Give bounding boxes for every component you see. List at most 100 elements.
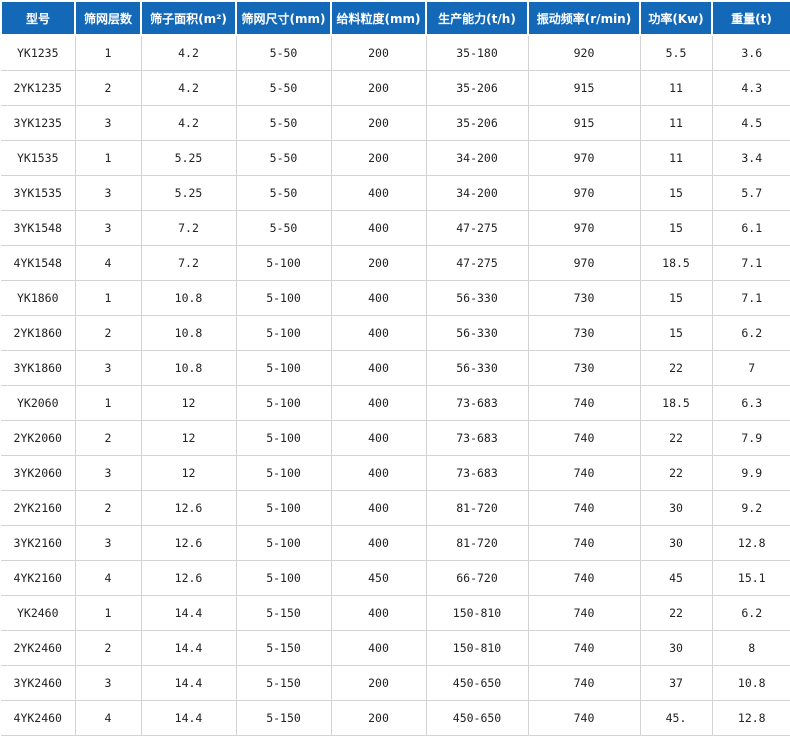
cell-col-mesh-size: 5-100	[235, 525, 332, 561]
cell-col-area: 12.6	[140, 525, 237, 561]
cell-col-weight: 6.2	[711, 595, 790, 631]
cell-col-feed-size: 200	[330, 105, 427, 141]
cell-col-area: 12.6	[140, 560, 237, 596]
cell-col-mesh-size: 5-100	[235, 315, 332, 351]
cell-col-mesh-size: 5-100	[235, 350, 332, 386]
cell-col-area: 7.2	[140, 210, 237, 246]
cell-col-area: 10.8	[140, 350, 237, 386]
cell-col-feed-size: 200	[330, 140, 427, 176]
cell-col-mesh-size: 5-100	[235, 490, 332, 526]
cell-col-weight: 6.1	[711, 210, 790, 246]
cell-col-feed-size: 400	[330, 455, 427, 491]
cell-col-model: YK1235	[1, 34, 76, 71]
cell-col-capacity: 34-200	[425, 140, 529, 176]
cell-col-model: 2YK2460	[1, 630, 76, 666]
cell-col-weight: 8	[711, 630, 790, 666]
cell-col-power: 22	[639, 420, 713, 456]
cell-col-frequency: 740	[527, 385, 641, 421]
cell-col-power: 11	[639, 140, 713, 176]
cell-col-mesh-size: 5-150	[235, 700, 332, 736]
cell-col-power: 45.	[639, 700, 713, 736]
cell-col-area: 12	[140, 420, 237, 456]
cell-col-feed-size: 200	[330, 34, 427, 71]
cell-col-frequency: 970	[527, 210, 641, 246]
cell-col-capacity: 73-683	[425, 420, 529, 456]
cell-col-capacity: 35-180	[425, 34, 529, 71]
cell-col-capacity: 450-650	[425, 665, 529, 701]
cell-col-model: 3YK1548	[1, 210, 76, 246]
cell-col-capacity: 450-650	[425, 700, 529, 736]
cell-col-mesh-size: 5-50	[235, 105, 332, 141]
cell-col-capacity: 73-683	[425, 455, 529, 491]
cell-col-power: 15	[639, 280, 713, 316]
cell-col-weight: 4.5	[711, 105, 790, 141]
cell-col-mesh-size: 5-100	[235, 560, 332, 596]
header-row: 型号 筛网层数 筛子面积(m²) 筛网尺寸(mm) 给料粒度(mm) 生产能力(t/h) 振…	[0, 0, 790, 36]
header-col-feed-size: 给料粒度(mm)	[330, 0, 427, 36]
cell-col-model: 3YK1235	[1, 105, 76, 141]
cell-col-area: 10.8	[140, 315, 237, 351]
cell-col-weight: 9.2	[711, 490, 790, 526]
cell-col-frequency: 740	[527, 455, 641, 491]
table-row: 3YK2060 3 12 5-100 400 73-683 740 22 9.9	[1, 455, 790, 491]
cell-col-layers: 2	[74, 70, 142, 106]
cell-col-area: 12.6	[140, 490, 237, 526]
cell-col-mesh-size: 5-50	[235, 34, 332, 71]
cell-col-layers: 2	[74, 315, 142, 351]
cell-col-weight: 7.1	[711, 245, 790, 281]
cell-col-weight: 10.8	[711, 665, 790, 701]
cell-col-frequency: 740	[527, 700, 641, 736]
cell-col-frequency: 730	[527, 350, 641, 386]
cell-col-capacity: 35-206	[425, 105, 529, 141]
cell-col-model: 4YK2160	[1, 560, 76, 596]
cell-col-area: 5.25	[140, 175, 237, 211]
cell-col-mesh-size: 5-100	[235, 245, 332, 281]
cell-col-area: 12	[140, 385, 237, 421]
cell-col-power: 22	[639, 595, 713, 631]
cell-col-weight: 7	[711, 350, 790, 386]
cell-col-power: 30	[639, 490, 713, 526]
cell-col-area: 4.2	[140, 105, 237, 141]
cell-col-power: 22	[639, 350, 713, 386]
table-row: 3YK1860 3 10.8 5-100 400 56-330 730 22 7	[1, 350, 790, 386]
cell-col-layers: 1	[74, 140, 142, 176]
cell-col-power: 15	[639, 315, 713, 351]
table-row: 2YK2460 2 14.4 5-150 400 150-810 740 30 8	[1, 630, 790, 666]
cell-col-feed-size: 400	[330, 210, 427, 246]
header-col-area: 筛子面积(m²)	[140, 0, 237, 36]
cell-col-area: 14.4	[140, 630, 237, 666]
cell-col-power: 18.5	[639, 245, 713, 281]
cell-col-frequency: 740	[527, 595, 641, 631]
cell-col-area: 14.4	[140, 700, 237, 736]
cell-col-power: 11	[639, 70, 713, 106]
table-row: 2YK1235 2 4.2 5-50 200 35-206 915 11 4.3	[1, 70, 790, 106]
cell-col-frequency: 970	[527, 245, 641, 281]
cell-col-feed-size: 200	[330, 700, 427, 736]
table-row: YK1235 1 4.2 5-50 200 35-180 920 5.5 3.6	[1, 34, 790, 71]
cell-col-weight: 3.4	[711, 140, 790, 176]
cell-col-layers: 3	[74, 350, 142, 386]
cell-col-frequency: 920	[527, 34, 641, 71]
cell-col-layers: 2	[74, 490, 142, 526]
cell-col-capacity: 56-330	[425, 350, 529, 386]
table-row: YK1535 1 5.25 5-50 200 34-200 970 11 3.4	[1, 140, 790, 176]
table-row: 3YK2160 3 12.6 5-100 400 81-720 740 30 12.8	[1, 525, 790, 561]
table-row: 3YK2460 3 14.4 5-150 200 450-650 740 37 10.8	[1, 665, 790, 701]
cell-col-frequency: 740	[527, 630, 641, 666]
cell-col-layers: 2	[74, 630, 142, 666]
cell-col-capacity: 47-275	[425, 210, 529, 246]
cell-col-model: 4YK2460	[1, 700, 76, 736]
header-col-frequency: 振动频率(r/min)	[527, 0, 641, 36]
table-body: YK1235 1 4.2 5-50 200 35-180 920 5.5 3.6 2YK1235 2…	[1, 34, 790, 736]
cell-col-area: 12	[140, 455, 237, 491]
table-header: 型号 筛网层数 筛子面积(m²) 筛网尺寸(mm) 给料粒度(mm) 生产能力(t/h) 振…	[0, 0, 790, 36]
cell-col-weight: 12.8	[711, 525, 790, 561]
cell-col-model: 3YK1860	[1, 350, 76, 386]
cell-col-layers: 2	[74, 420, 142, 456]
cell-col-capacity: 56-330	[425, 280, 529, 316]
cell-col-model: 3YK2060	[1, 455, 76, 491]
cell-col-weight: 6.2	[711, 315, 790, 351]
header-col-model: 型号	[0, 0, 76, 36]
cell-col-mesh-size: 5-100	[235, 455, 332, 491]
cell-col-area: 10.8	[140, 280, 237, 316]
